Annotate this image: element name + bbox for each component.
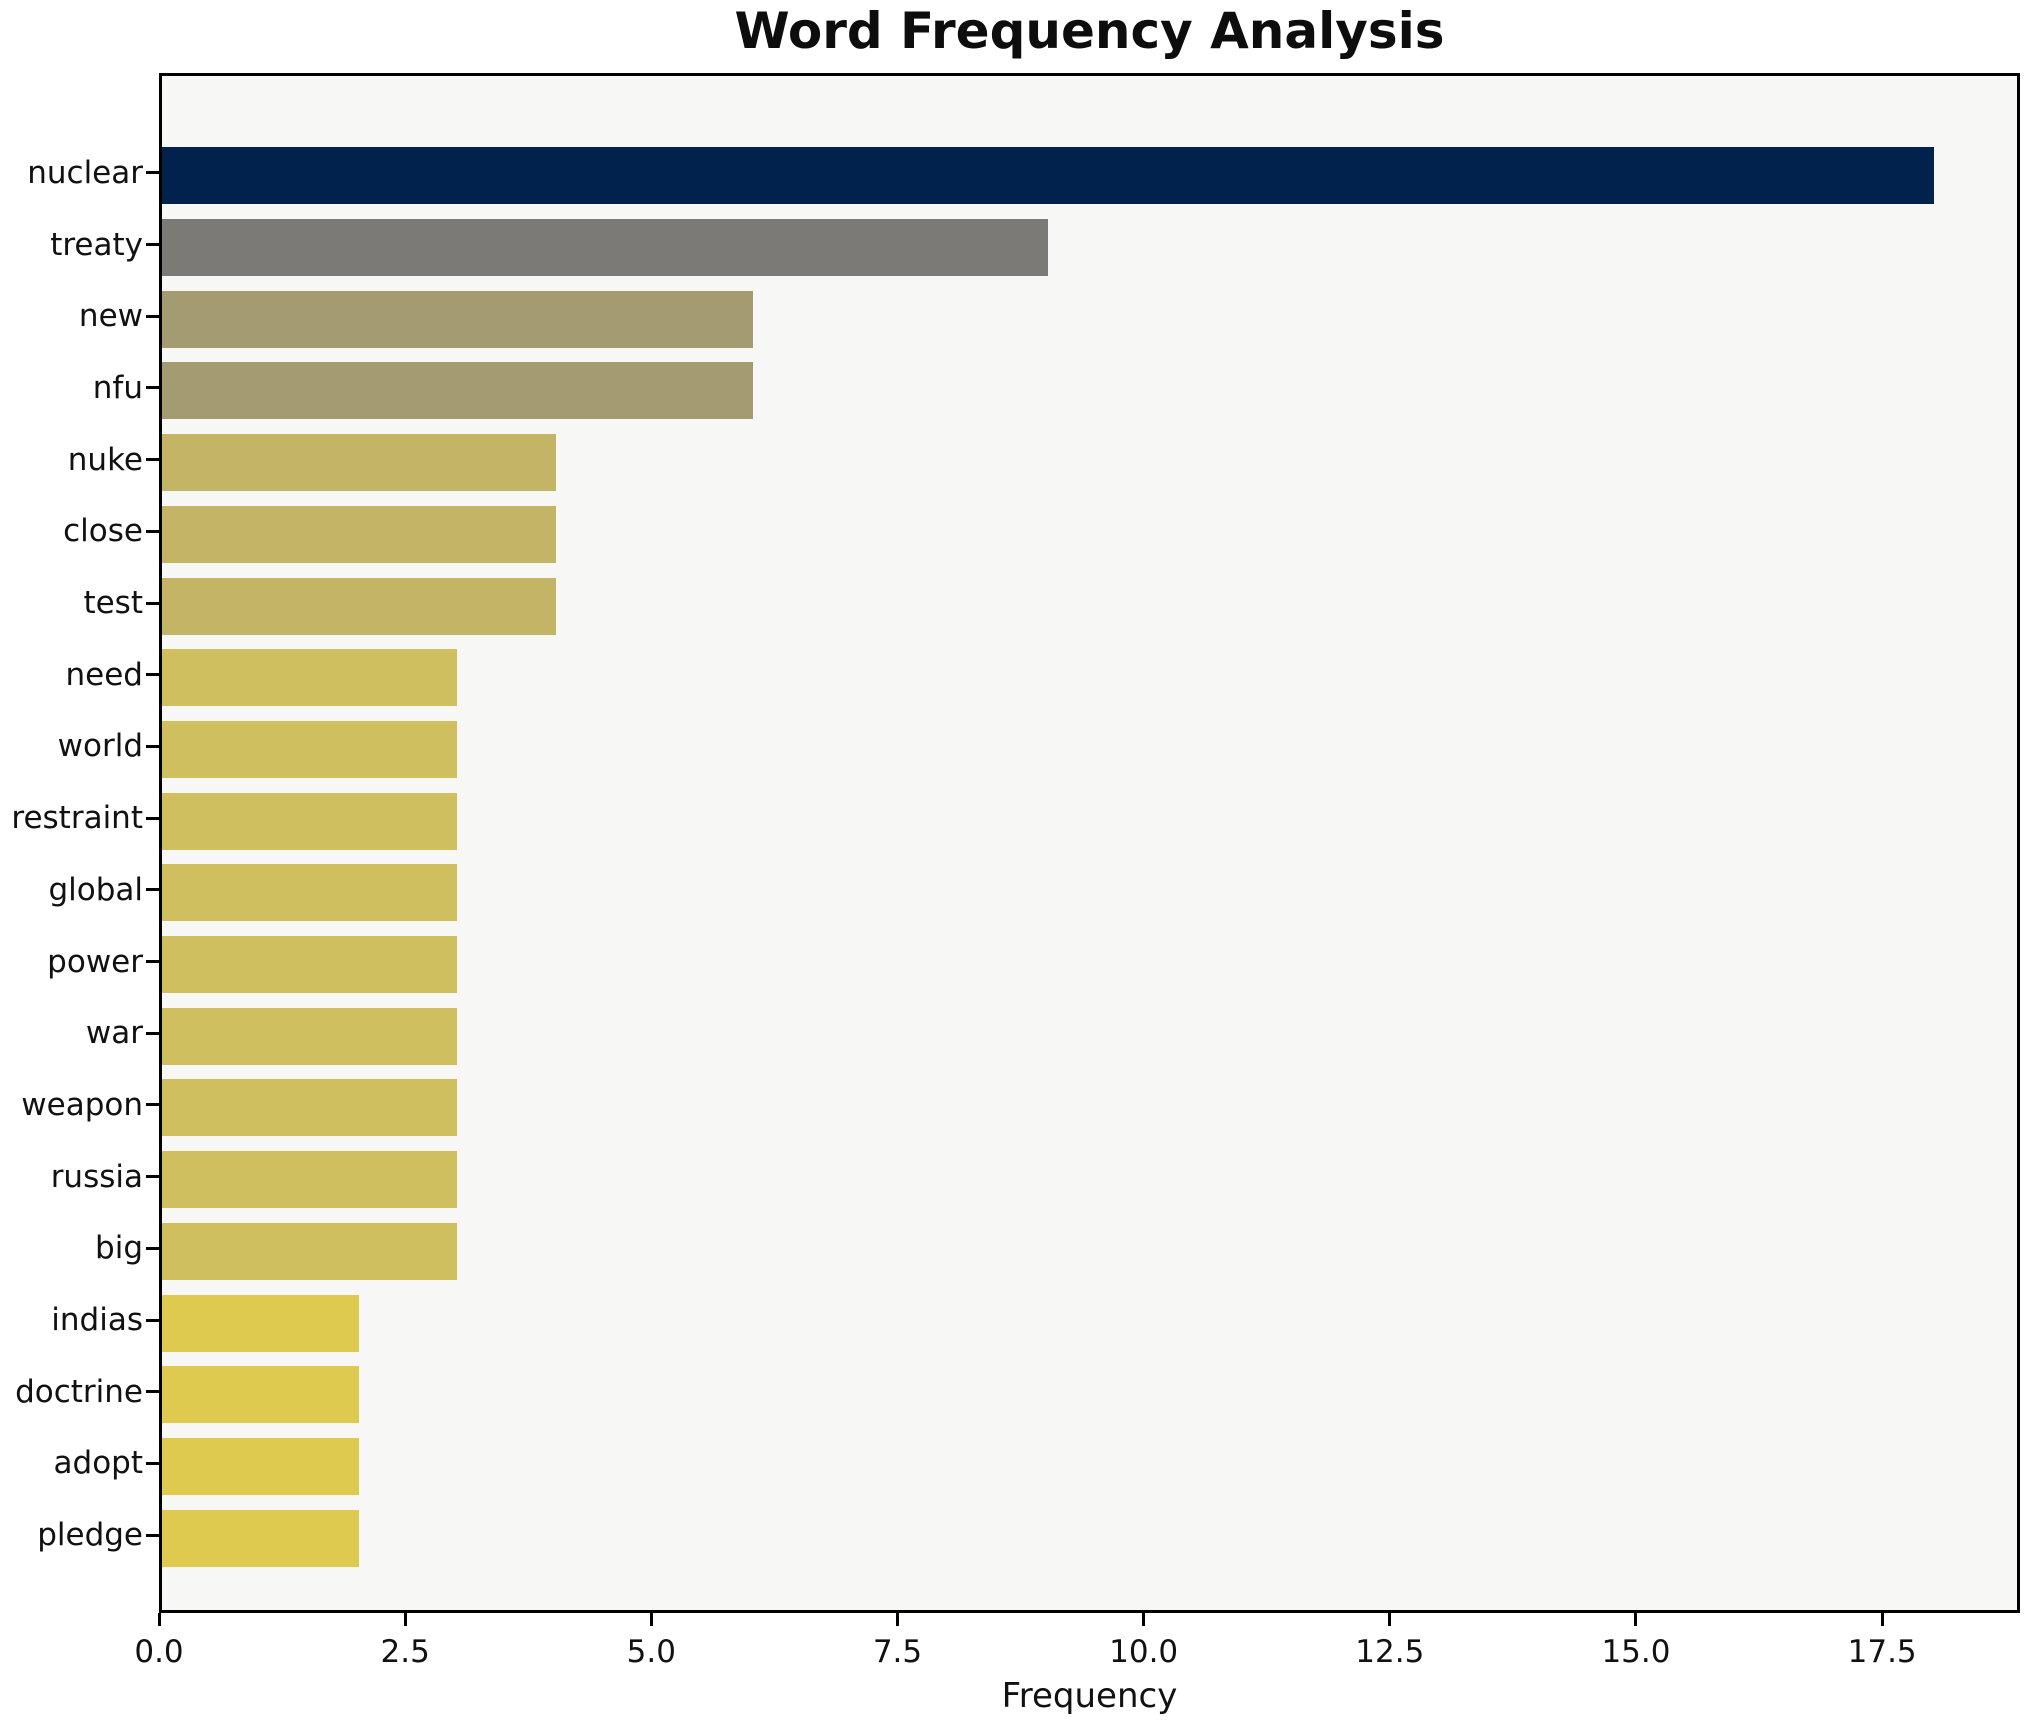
- y-tick-label-global: global: [48, 871, 143, 908]
- x-tick-label: 10.0: [1109, 1634, 1179, 1670]
- x-tick-mark: [1142, 1613, 1146, 1626]
- y-tick-label-nuke: nuke: [67, 441, 143, 478]
- y-tick-label-russia: russia: [50, 1158, 143, 1195]
- y-tick-label-close: close: [63, 513, 143, 550]
- x-tick-mark: [1388, 1613, 1392, 1626]
- y-tick-label-big: big: [95, 1230, 143, 1267]
- x-tick-mark: [895, 1613, 899, 1626]
- y-tick-label-indias: indias: [51, 1302, 143, 1339]
- chart-title: Word Frequency Analysis: [734, 2, 1445, 60]
- y-tick-label-power: power: [47, 943, 143, 980]
- y-tick-label-weapon: weapon: [21, 1086, 143, 1123]
- y-tick-label-new: new: [78, 298, 143, 335]
- bar-treaty: [162, 219, 1049, 277]
- y-tick-label-nfu: nfu: [92, 369, 143, 406]
- y-tick-mark: [146, 386, 159, 390]
- x-tick-label: 15.0: [1601, 1634, 1671, 1670]
- x-tick-label: 5.0: [626, 1634, 676, 1670]
- plot-area: [159, 73, 2020, 1613]
- bar-need: [162, 649, 458, 707]
- y-tick-label-nuclear: nuclear: [27, 154, 143, 191]
- bar-global: [162, 864, 458, 922]
- y-tick-label-war: war: [85, 1015, 143, 1052]
- y-tick-mark: [146, 1318, 159, 1322]
- bar-nuke: [162, 434, 556, 492]
- y-tick-mark: [146, 1390, 159, 1394]
- bar-pledge: [162, 1509, 359, 1567]
- y-tick-mark: [146, 601, 159, 605]
- bar-russia: [162, 1151, 458, 1209]
- bar-indias: [162, 1294, 359, 1352]
- y-tick-mark: [146, 314, 159, 318]
- y-tick-mark: [146, 1246, 159, 1250]
- x-tick-label: 17.5: [1847, 1634, 1917, 1670]
- x-tick-mark: [1880, 1613, 1884, 1626]
- y-tick-mark: [146, 960, 159, 964]
- y-tick-mark: [146, 673, 159, 677]
- bar-world: [162, 720, 458, 778]
- x-tick-mark: [1634, 1613, 1638, 1626]
- x-tick-mark: [157, 1613, 161, 1626]
- x-axis-label: Frequency: [1001, 1676, 1178, 1716]
- y-tick-mark: [146, 888, 159, 892]
- y-tick-mark: [146, 1175, 159, 1179]
- x-tick-label: 2.5: [380, 1634, 430, 1670]
- y-tick-mark: [146, 458, 159, 462]
- bar-restraint: [162, 792, 458, 850]
- y-tick-label-restraint: restraint: [11, 800, 143, 837]
- bar-test: [162, 577, 556, 635]
- y-tick-mark: [146, 243, 159, 247]
- y-tick-label-pledge: pledge: [37, 1517, 143, 1554]
- bar-doctrine: [162, 1366, 359, 1424]
- x-tick-mark: [403, 1613, 407, 1626]
- y-tick-mark: [146, 816, 159, 820]
- bar-big: [162, 1222, 458, 1280]
- bar-close: [162, 505, 556, 563]
- bar-war: [162, 1007, 458, 1065]
- bar-nuclear: [162, 147, 1935, 205]
- y-tick-label-world: world: [57, 728, 143, 765]
- y-tick-label-test: test: [83, 585, 143, 622]
- bar-new: [162, 290, 753, 348]
- y-tick-label-treaty: treaty: [50, 226, 143, 263]
- y-tick-mark: [146, 171, 159, 175]
- y-tick-mark: [146, 1461, 159, 1465]
- bar-adopt: [162, 1437, 359, 1495]
- x-tick-label: 0.0: [134, 1634, 184, 1670]
- bar-power: [162, 936, 458, 994]
- y-tick-label-doctrine: doctrine: [15, 1373, 143, 1410]
- bar-weapon: [162, 1079, 458, 1137]
- y-tick-mark: [146, 529, 159, 533]
- x-tick-label: 12.5: [1355, 1634, 1425, 1670]
- x-tick-mark: [649, 1613, 653, 1626]
- y-tick-label-need: need: [65, 656, 143, 693]
- x-tick-label: 7.5: [872, 1634, 923, 1670]
- y-tick-label-adopt: adopt: [53, 1445, 143, 1482]
- y-tick-mark: [146, 1031, 159, 1035]
- y-tick-mark: [146, 1533, 159, 1537]
- y-tick-mark: [146, 1103, 159, 1107]
- y-tick-mark: [146, 744, 159, 748]
- bar-nfu: [162, 362, 753, 420]
